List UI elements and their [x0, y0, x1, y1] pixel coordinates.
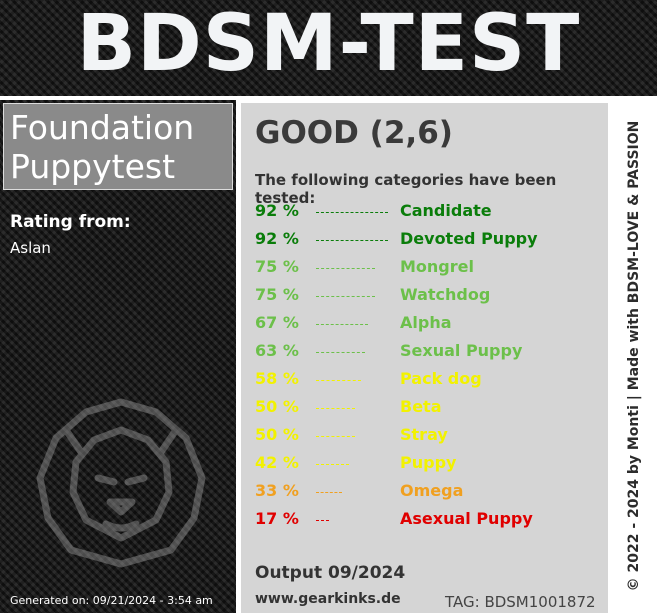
category-row: 50 % Beta [255, 395, 605, 423]
category-dash-line [316, 520, 329, 521]
header-banner: BDSM-TEST [0, 0, 657, 96]
test-tag: TAG: BDSM1001872 [445, 593, 596, 611]
category-row: 92 % Candidate [255, 199, 605, 227]
category-dash-line [316, 352, 365, 353]
category-dash-line [316, 408, 355, 409]
category-percent: 50 % [255, 425, 299, 444]
category-name: Candidate [400, 201, 492, 220]
category-list: 92 % Candidate 92 % Devoted Puppy 75 % Mongre… [255, 199, 605, 535]
generated-date: Generated on: 09/21/2024 - 3:54 am [10, 594, 213, 607]
test-name-line-1: Foundation [10, 108, 195, 147]
category-dash-line [316, 212, 388, 213]
test-name-line-2: Puppytest [10, 147, 176, 186]
category-percent: 50 % [255, 397, 299, 416]
page-title: BDSM-TEST [76, 0, 581, 89]
category-dash-line [316, 464, 349, 465]
category-name: Devoted Puppy [400, 229, 538, 248]
category-percent: 67 % [255, 313, 299, 332]
category-dash-line [316, 296, 375, 297]
category-percent: 17 % [255, 509, 299, 528]
category-row: 92 % Devoted Puppy [255, 227, 605, 255]
category-name: Asexual Puppy [400, 509, 533, 528]
category-percent: 63 % [255, 341, 299, 360]
category-dash-line [316, 492, 342, 493]
category-dash-line [316, 436, 355, 437]
category-name: Stray [400, 425, 448, 444]
categories-intro: The following categories have been teste… [255, 171, 557, 207]
lion-head-icon [36, 398, 206, 568]
category-percent: 92 % [255, 229, 299, 248]
category-name: Watchdog [400, 285, 491, 304]
category-row: 75 % Mongrel [255, 255, 605, 283]
website-link[interactable]: www.gearkinks.de [255, 591, 401, 607]
credit-strip: © 2022 - 2024 by Monti | Made with BDSM-… [611, 100, 657, 613]
category-row: 50 % Stray [255, 423, 605, 451]
category-row: 42 % Puppy [255, 451, 605, 479]
category-name: Pack dog [400, 369, 482, 388]
category-row: 75 % Watchdog [255, 283, 605, 311]
category-row: 58 % Pack dog [255, 367, 605, 395]
category-name: Omega [400, 481, 464, 500]
category-name: Beta [400, 397, 442, 416]
results-panel: GOOD (2,6) The following categories have… [241, 103, 608, 613]
rating-label: Rating from: [10, 212, 131, 232]
category-percent: 92 % [255, 201, 299, 220]
category-dash-line [316, 240, 388, 241]
output-date: Output 09/2024 [255, 563, 406, 583]
category-dash-line [316, 380, 361, 381]
category-name: Sexual Puppy [400, 341, 523, 360]
category-row: 67 % Alpha [255, 311, 605, 339]
category-name: Mongrel [400, 257, 474, 276]
rater-name: Aslan [10, 239, 51, 257]
category-percent: 33 % [255, 481, 299, 500]
result-title: GOOD (2,6) [255, 115, 453, 151]
credit-text: © 2022 - 2024 by Monti | Made with BDSM-… [626, 120, 642, 592]
category-row: 17 % Asexual Puppy [255, 507, 605, 535]
category-dash-line [316, 268, 375, 269]
category-percent: 58 % [255, 369, 299, 388]
category-percent: 75 % [255, 285, 299, 304]
sidebar: Foundation Puppytest Rating from: Aslan … [0, 100, 236, 613]
category-name: Puppy [400, 453, 457, 472]
category-percent: 75 % [255, 257, 299, 276]
category-row: 63 % Sexual Puppy [255, 339, 605, 367]
category-name: Alpha [400, 313, 452, 332]
category-percent: 42 % [255, 453, 299, 472]
category-row: 33 % Omega [255, 479, 605, 507]
category-dash-line [316, 324, 368, 325]
test-name-box: Foundation Puppytest [3, 103, 233, 190]
